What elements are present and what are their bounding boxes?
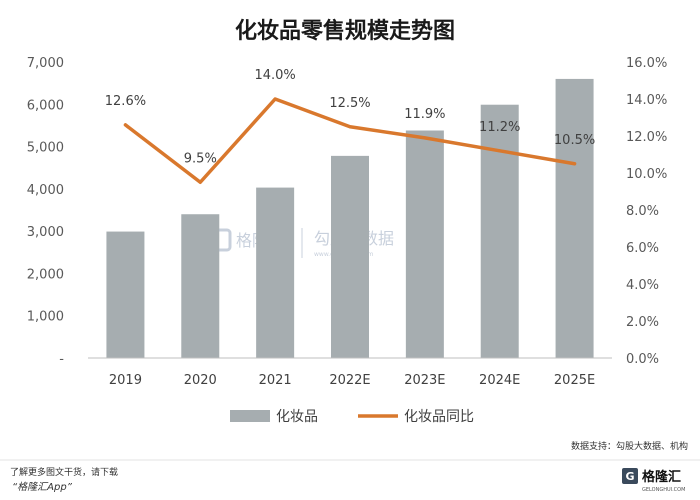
- line-data-label: 9.5%: [184, 151, 217, 166]
- y-left-tick-label: 4,000: [27, 183, 64, 198]
- line-point: [423, 136, 427, 140]
- x-tick-label: 2020: [184, 373, 217, 388]
- x-tick-label: 2025E: [554, 373, 595, 388]
- bar-series: [106, 78, 594, 359]
- y-right-tick-label: 14.0%: [626, 93, 667, 108]
- bar: [405, 130, 444, 358]
- x-tick-label: 2023E: [404, 373, 445, 388]
- bar: [256, 187, 295, 358]
- footer-app-name: “格隆汇App”: [12, 481, 73, 493]
- x-tick-label: 2019: [109, 373, 142, 388]
- line-data-label: 11.2%: [479, 120, 520, 135]
- line-point: [198, 180, 202, 184]
- y-right-tick-label: 4.0%: [626, 278, 659, 293]
- line-data-labels: 12.6% 9.5% 14.0% 12.5% 11.9% 11.2% 10.5%: [105, 68, 595, 166]
- footer-brand-logo-icon: [622, 468, 638, 484]
- line-data-label: 10.5%: [554, 133, 595, 148]
- bar: [181, 214, 220, 358]
- legend-bar-label: 化妆品: [276, 409, 318, 425]
- x-tick-label: 2024E: [479, 373, 520, 388]
- y-right-tick-label: 2.0%: [626, 315, 659, 330]
- line-data-label: 12.5%: [329, 96, 370, 111]
- line-point: [123, 123, 127, 127]
- line-data-label: 14.0%: [254, 68, 295, 83]
- bar: [555, 78, 594, 359]
- y-right-tick-label: 6.0%: [626, 241, 659, 256]
- y-left-tick-label: 6,000: [27, 98, 64, 113]
- line-series: [123, 97, 577, 184]
- y-axis-left: - 1,000 2,000 3,000 4,000 5,000 6,000 7,000: [27, 56, 65, 367]
- footer-brand-name: 格隆汇: [642, 469, 681, 485]
- x-tick-label: 2021: [259, 373, 292, 388]
- footer-brand-logo-letter: G: [625, 470, 634, 483]
- legend-bar-swatch: [230, 410, 270, 422]
- y-left-tick-label: 7,000: [27, 56, 64, 71]
- x-tick-label: 2022E: [329, 373, 370, 388]
- y-right-tick-label: 16.0%: [626, 56, 667, 71]
- line-point: [273, 97, 277, 101]
- y-left-tick-label: 1,000: [27, 310, 64, 325]
- y-right-tick-label: 0.0%: [626, 352, 659, 367]
- line-point: [348, 125, 352, 129]
- y-left-tick-label: 3,000: [27, 225, 64, 240]
- bar: [106, 231, 145, 358]
- line-data-label: 11.9%: [404, 107, 445, 122]
- x-axis: 2019 2020 2021 2022E 2023E 2024E 2025E: [109, 373, 595, 388]
- footer-brand-sub: GELONGHUI.COM: [642, 487, 685, 493]
- legend-line-label: 化妆品同比: [404, 409, 474, 425]
- line-point: [498, 149, 502, 153]
- y-right-tick-label: 10.0%: [626, 167, 667, 182]
- line-point: [573, 162, 577, 166]
- y-axis-right: 0.0% 2.0% 4.0% 6.0% 8.0% 10.0% 12.0% 14.0% 16.0%: [626, 56, 667, 367]
- y-right-tick-label: 8.0%: [626, 204, 659, 219]
- chart-title: 化妆品零售规模走势图: [235, 18, 455, 44]
- bar: [331, 155, 369, 358]
- y-left-tick-label: -: [59, 352, 64, 367]
- footer-note: 了解更多图文干货，请下载: [10, 466, 118, 478]
- y-left-tick-label: 5,000: [27, 141, 64, 156]
- bar: [480, 104, 519, 358]
- line-data-label: 12.6%: [105, 94, 146, 109]
- legend: 化妆品 化妆品同比: [230, 409, 474, 425]
- footer-brand: G 格隆汇 GELONGHUI.COM: [622, 468, 685, 493]
- source-note: 数据支持：勾股大数据、机构: [571, 440, 688, 452]
- y-right-tick-label: 12.0%: [626, 130, 667, 145]
- y-left-tick-label: 2,000: [27, 267, 64, 282]
